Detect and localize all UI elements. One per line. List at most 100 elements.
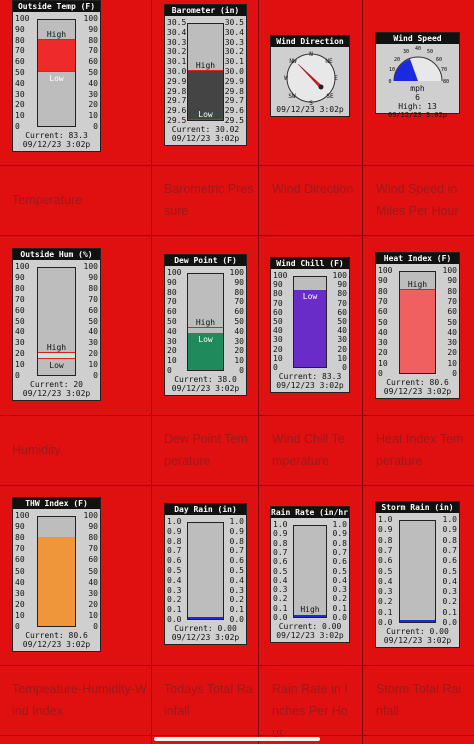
low-label: Low — [198, 110, 213, 119]
high-label: High — [195, 317, 216, 327]
outside-hum-widget[interactable]: Outside Hum (%) 100 100 90 90 80 80 70 70 60 60 50 5… — [12, 248, 101, 401]
high-marker — [188, 70, 223, 71]
widget-timestamp: 09/12/23 3:02p — [387, 111, 447, 119]
outside-temp-widget[interactable]: Outside Temp (F) 100 100 90 90 80 80 70 70 60 60 50… — [12, 0, 101, 152]
tick-label-left: 10 — [15, 360, 25, 370]
tick-label-left: 0.2 — [167, 595, 182, 605]
low-label: Low — [198, 334, 213, 344]
home-indicator[interactable] — [154, 737, 320, 741]
tick-label-right: 90 — [88, 24, 98, 34]
tick-label-right: 40 — [234, 326, 244, 336]
tick-label-right: 60 — [88, 57, 98, 67]
barometer-widget[interactable]: Barometer (in) 30.5 30.5 30.4 30.4 30.3 30.3 30… — [164, 4, 247, 146]
tick-label-left: 90 — [15, 24, 25, 34]
dew-point-widget[interactable]: Dew Point (F) 100 100 90 90 80 80 70 70 60 60 50 50 4… — [164, 254, 247, 396]
tick-label-left: 0.9 — [167, 526, 182, 536]
tick-label-right: 30 — [447, 338, 457, 348]
tick-label-left: 20 — [15, 349, 25, 359]
tick-label-left: 100 — [15, 511, 30, 520]
tick-label-left: 40 — [15, 78, 25, 88]
tick-label-left: 50 — [15, 68, 25, 77]
tick-label-left: 0.3 — [273, 585, 288, 595]
speed-tick-0: 0 — [388, 79, 391, 85]
tick-label-right: 40 — [88, 327, 98, 337]
widget-title: Outside Hum (%) — [13, 249, 100, 260]
tick-label-right: 10 — [88, 111, 98, 121]
tick-label-left: 20 — [378, 348, 388, 358]
tick-label-right: 90 — [88, 272, 98, 282]
widget-title: Wind Chill (F) — [271, 258, 349, 269]
tick-label-right: 0.4 — [442, 576, 457, 586]
tick-label-right: 0.4 — [229, 575, 244, 585]
tick-label-left: 100 — [378, 266, 393, 275]
heat-index-widget[interactable]: Heat Index (F) 100 100 90 90 80 80 70 70 60 60 50 50… — [375, 252, 460, 399]
tick-label-left: 0.9 — [273, 529, 288, 539]
high-marker — [188, 326, 223, 328]
widget-timestamp: 09/12/23 3:02p — [383, 387, 452, 396]
tick-label-left: 70 — [15, 544, 25, 554]
tick-label-right: 50 — [88, 316, 98, 326]
tick-label-right: 0.9 — [229, 526, 244, 536]
tick-label-right: 30 — [337, 335, 347, 345]
tick-label-right: 100 — [332, 271, 347, 280]
tick-label-left: 0.2 — [273, 594, 288, 604]
tick-label-right: 0 — [342, 363, 347, 372]
tick-label-right: 0.4 — [332, 575, 347, 585]
tick-label-right: 10 — [234, 356, 244, 366]
tick-label-left: 0.0 — [378, 618, 393, 627]
tick-label-left: 0.8 — [273, 538, 288, 548]
tick-label-left: 80 — [15, 283, 25, 293]
tick-label-left: 29.8 — [167, 86, 187, 96]
tick-label-left: 1.0 — [167, 517, 182, 526]
tick-label-left: 10 — [378, 358, 388, 368]
tick-label-right: 50 — [447, 317, 457, 327]
tick-label-left: 70 — [15, 294, 25, 304]
widget-timestamp: 09/12/23 3:02p — [171, 633, 240, 642]
thermometer-tube — [187, 522, 224, 620]
tick-label-right: 20 — [337, 344, 347, 354]
widget-timestamp: 09/12/23 3:02p — [171, 134, 240, 143]
widget-title: Wind Speed — [376, 33, 459, 44]
tick-label-right: 0.7 — [332, 547, 347, 557]
tick-label-right: 0.8 — [229, 536, 244, 546]
tick-label-left: 0.7 — [378, 545, 393, 555]
tick-label-left: 80 — [378, 286, 388, 296]
day-rain-widget[interactable]: Day Rain (in) 1.0 1.0 0.9 0.9 0.8 0.8 0.7 0.7 0.6… — [164, 503, 247, 645]
tick-label-left: 20 — [167, 346, 177, 356]
low-label: Low — [49, 360, 64, 370]
tick-label-left: 50 — [15, 566, 25, 576]
tick-label-right: 30.5 — [224, 18, 244, 27]
tick-label-right: 29.8 — [224, 86, 244, 96]
tick-label-right: 50 — [88, 68, 98, 77]
rain-rate-widget[interactable]: Rain Rate (in/hr) 1.0 1.0 0.9 0.9 0.8 0.8 0.7 0.… — [270, 506, 350, 643]
thw-index-widget[interactable]: THW Index (F) 100 100 90 90 80 80 70 70 60 60 50 50 4… — [12, 497, 101, 652]
tick-label-left: 0.3 — [167, 585, 182, 595]
tick-label-left: 50 — [15, 316, 25, 326]
wind-direction-widget[interactable]: Wind Direction N NE E SE S SW W NW 09/12… — [270, 35, 350, 117]
tick-label-left: 30 — [378, 338, 388, 348]
thermometer-tube: High — [293, 525, 327, 618]
tick-label-right: 30 — [88, 89, 98, 99]
thermometer-fill — [38, 353, 75, 359]
tick-label-right: 0 — [239, 366, 244, 375]
tick-label-left: 30.2 — [167, 47, 187, 57]
tick-label-right: 20 — [447, 348, 457, 358]
wind-chill-widget[interactable]: Wind Chill (F) 100 100 90 90 80 80 70 70 60 60 50 50… — [270, 257, 350, 393]
tick-label-right: 20 — [88, 349, 98, 359]
tick-label-left: 40 — [273, 326, 283, 336]
tick-label-right: 70 — [88, 294, 98, 304]
current-reading: Current: 83.3 — [278, 372, 342, 381]
tick-label-right: 50 — [234, 317, 244, 326]
tick-label-right: 1.0 — [442, 515, 457, 524]
tick-label-left: 0.3 — [378, 587, 393, 597]
storm-rain-widget[interactable]: Storm Rain (in) 1.0 1.0 0.9 0.9 0.8 0.8 0.7 0.7 0… — [375, 501, 460, 648]
widget-title: Rain Rate (in/hr) — [271, 507, 349, 518]
tick-label-left: 80 — [167, 287, 177, 297]
tick-label-right: 10 — [447, 358, 457, 368]
widget-timestamp: 09/12/23 3:02p — [276, 381, 344, 390]
wind-speed-widget[interactable]: Wind Speed 0 10 20 30 40 50 60 70 80 mph… — [375, 32, 460, 119]
tick-label-right: 100 — [442, 266, 457, 275]
tick-label-right: 100 — [83, 14, 98, 23]
tick-label-left: 0.6 — [273, 557, 288, 567]
tick-label-right: 100 — [83, 262, 98, 271]
